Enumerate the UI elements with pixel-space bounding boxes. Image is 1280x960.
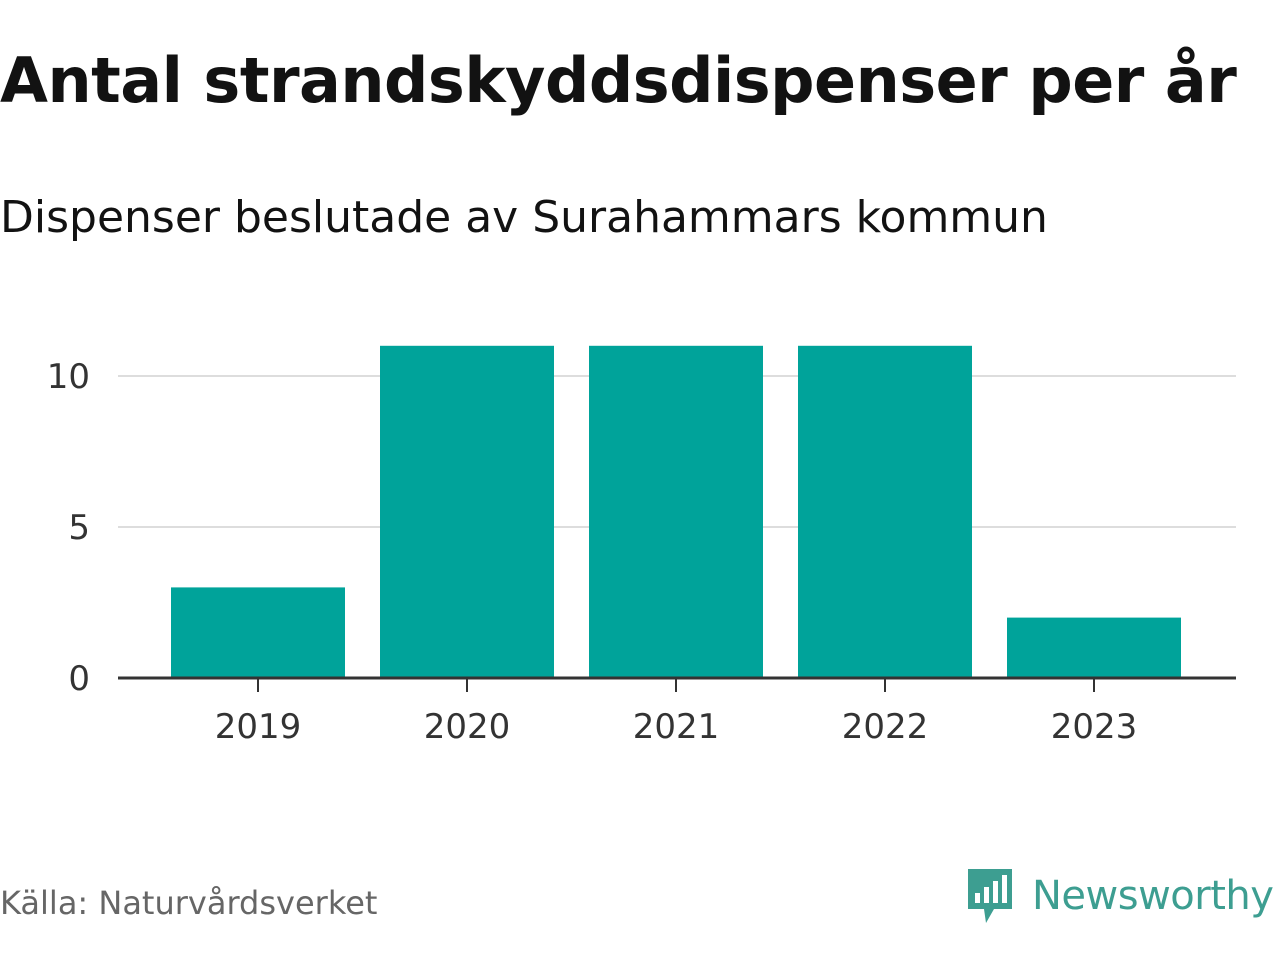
y-tick-label: 5 [68, 508, 90, 548]
x-tick-label: 2020 [424, 707, 511, 747]
x-tick-label: 2022 [842, 707, 929, 747]
chart-subtitle: Dispenser beslutade av Surahammars kommu… [0, 192, 1048, 243]
bar-2023 [1007, 617, 1181, 678]
newsworthy-logo-icon [968, 869, 1012, 923]
brand-logo: Newsworthy [964, 864, 1274, 928]
bar-2020 [380, 345, 554, 678]
x-axis-ticks: 2019 2020 2021 2022 2023 [215, 678, 1138, 747]
bar-2021 [589, 345, 763, 678]
bar-2019 [171, 587, 345, 678]
x-tick-label: 2021 [633, 707, 720, 747]
bars [171, 345, 1181, 678]
y-tick-label: 10 [47, 357, 90, 397]
brand-name: Newsworthy [1032, 873, 1274, 919]
bar-chart: 2019 2020 2021 2022 2023 0 5 10 [47, 345, 1236, 747]
x-tick-label: 2023 [1051, 707, 1138, 747]
x-tick-label: 2019 [215, 707, 302, 747]
chart-title: Antal strandskyddsdispenser per år [0, 44, 1237, 117]
source-note: Källa: Naturvårdsverket [0, 884, 378, 922]
y-axis-ticks: 0 5 10 [47, 357, 90, 699]
y-tick-label: 0 [68, 659, 90, 699]
bar-2022 [798, 345, 972, 678]
